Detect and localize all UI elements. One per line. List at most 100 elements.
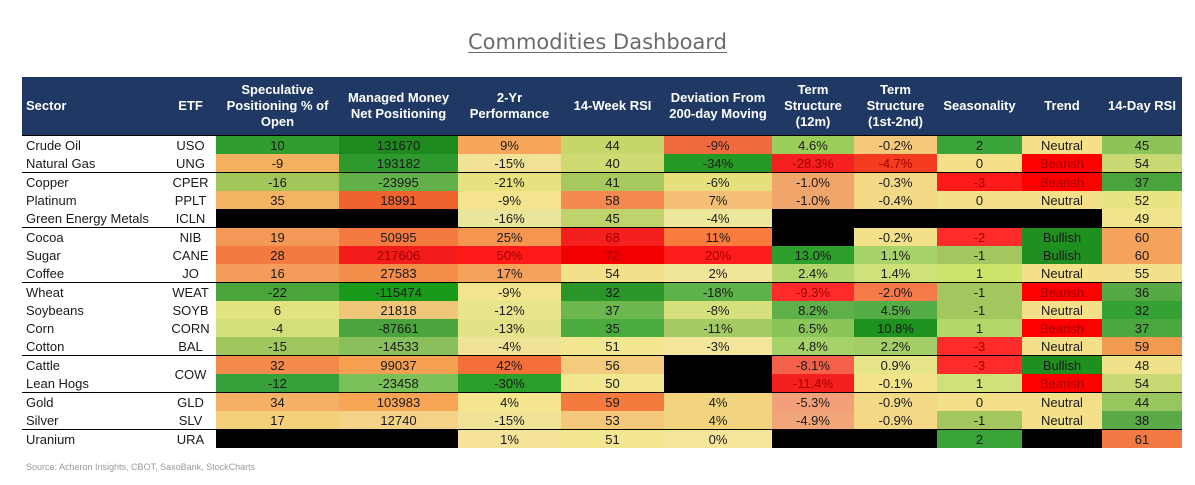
- cell-deviation: -4%: [664, 209, 772, 228]
- cell-2yr-perf: -16%: [458, 209, 561, 228]
- header-trend[interactable]: Trend: [1022, 77, 1102, 136]
- cell-speculative: -9: [216, 154, 339, 173]
- header-deviation-200day[interactable]: Deviation From 200-day Moving: [664, 77, 772, 136]
- cell-deviation: 7%: [664, 191, 772, 209]
- cell-trend: Neutral: [1022, 264, 1102, 283]
- cell-seasonality: 0: [937, 191, 1022, 209]
- table-body: Crude Oil USO 10 131670 9% 44 -9% 4.6% -0.2% 2 Neu…: [22, 135, 1182, 448]
- cell-2yr-perf: 50%: [458, 246, 561, 264]
- header-speculative-positioning[interactable]: Speculative Positioning % of Open: [216, 77, 339, 136]
- cell-14day-rsi: 49: [1102, 209, 1182, 228]
- cell-speculative: [216, 209, 339, 228]
- cell-sector: Green Energy Metals: [22, 209, 165, 228]
- cell-14wk-rsi: 68: [561, 227, 664, 246]
- header-term-structure-1st-2nd[interactable]: Term Structure (1st-2nd): [854, 77, 937, 136]
- header-sector[interactable]: Sector: [22, 77, 165, 136]
- cell-seasonality: -3: [937, 172, 1022, 191]
- table-row: Platinum PPLT 35 18991 -9% 58 7% -1.0% -0.4% 0 Neu…: [22, 191, 1182, 209]
- cell-2yr-perf: 42%: [458, 355, 561, 374]
- cell-term-12m: [772, 429, 854, 448]
- cell-term-1st-2nd: 10.8%: [854, 319, 937, 337]
- header-seasonality[interactable]: Seasonality: [937, 77, 1022, 136]
- cell-trend: Bearish: [1022, 374, 1102, 393]
- cell-deviation: 20%: [664, 246, 772, 264]
- cell-sector: Coffee: [22, 264, 165, 283]
- cell-trend: Neutral: [1022, 392, 1102, 411]
- table-row: Soybeans SOYB 6 21818 -12% 37 -8% 8.2% 4.5% -1 Neu…: [22, 301, 1182, 319]
- cell-2yr-perf: 1%: [458, 429, 561, 448]
- cell-trend: Neutral: [1022, 135, 1102, 154]
- cell-etf: CORN: [165, 319, 216, 337]
- cell-etf: CANE: [165, 246, 216, 264]
- header-managed-money[interactable]: Managed Money Net Positioning: [339, 77, 458, 136]
- cell-managed-money: 99037: [339, 355, 458, 374]
- cell-14day-rsi: 32: [1102, 301, 1182, 319]
- cell-14day-rsi: 59: [1102, 337, 1182, 356]
- cell-term-1st-2nd: -0.4%: [854, 191, 937, 209]
- cell-managed-money: 21818: [339, 301, 458, 319]
- cell-deviation: -9%: [664, 135, 772, 154]
- cell-deviation: 4%: [664, 392, 772, 411]
- cell-term-12m: -28.3%: [772, 154, 854, 173]
- cell-2yr-perf: -30%: [458, 374, 561, 393]
- cell-etf: NIB: [165, 227, 216, 246]
- cell-14day-rsi: 45: [1102, 135, 1182, 154]
- cell-term-1st-2nd: 2.2%: [854, 337, 937, 356]
- cell-seasonality: 1: [937, 264, 1022, 283]
- header-14day-rsi[interactable]: 14-Day RSI: [1102, 77, 1182, 136]
- cell-trend: Bearish: [1022, 172, 1102, 191]
- cell-14wk-rsi: 50: [561, 374, 664, 393]
- cell-term-12m: 13.0%: [772, 246, 854, 264]
- cell-14day-rsi: 54: [1102, 154, 1182, 173]
- cell-seasonality: 2: [937, 429, 1022, 448]
- cell-14wk-rsi: 44: [561, 135, 664, 154]
- header-etf[interactable]: ETF: [165, 77, 216, 136]
- cell-deviation: -6%: [664, 172, 772, 191]
- cell-etf: GLD: [165, 392, 216, 411]
- cell-deviation: -8%: [664, 301, 772, 319]
- cell-speculative: 32: [216, 355, 339, 374]
- table-row: Cotton BAL -15 -14533 -4% 51 -3% 4.8% 2.2% -3 Neut…: [22, 337, 1182, 356]
- cell-trend: Neutral: [1022, 191, 1102, 209]
- cell-term-1st-2nd: -0.9%: [854, 411, 937, 430]
- header-2yr-performance[interactable]: 2-Yr Performance: [458, 77, 561, 136]
- cell-term-1st-2nd: 0.9%: [854, 355, 937, 374]
- cell-2yr-perf: -9%: [458, 282, 561, 301]
- cell-sector: Uranium: [22, 429, 165, 448]
- cell-2yr-perf: 9%: [458, 135, 561, 154]
- table-row: Green Energy Metals ICLN -16% 45 -4% 49: [22, 209, 1182, 228]
- cell-speculative: -12: [216, 374, 339, 393]
- cell-14day-rsi: 60: [1102, 227, 1182, 246]
- cell-14day-rsi: 60: [1102, 246, 1182, 264]
- header-14week-rsi[interactable]: 14-Week RSI: [561, 77, 664, 136]
- cell-speculative: 34: [216, 392, 339, 411]
- cell-speculative: 16: [216, 264, 339, 283]
- cell-term-12m: 6.5%: [772, 319, 854, 337]
- cell-speculative: 17: [216, 411, 339, 430]
- cell-deviation: -34%: [664, 154, 772, 173]
- cell-etf: WEAT: [165, 282, 216, 301]
- cell-14wk-rsi: 45: [561, 209, 664, 228]
- table-row: Copper CPER -16 -23995 -21% 41 -6% -1.0% -0.3% -3…: [22, 172, 1182, 191]
- cell-sector: Soybeans: [22, 301, 165, 319]
- cell-trend: [1022, 429, 1102, 448]
- cell-speculative: -15: [216, 337, 339, 356]
- cell-trend: Neutral: [1022, 337, 1102, 356]
- table-row: Wheat WEAT -22 -115474 -9% 32 -18% -9.3% -2.0% -1…: [22, 282, 1182, 301]
- cell-2yr-perf: 4%: [458, 392, 561, 411]
- table-row: Gold GLD 34 103983 4% 59 4% -5.3% -0.9% 0 Neutral 4…: [22, 392, 1182, 411]
- cell-etf: USO: [165, 135, 216, 154]
- table-row: Coffee JO 16 27583 17% 54 2% 2.4% 1.4% 1 Neutral 55: [22, 264, 1182, 283]
- cell-term-1st-2nd: 1.1%: [854, 246, 937, 264]
- header-term-structure-12m[interactable]: Term Structure (12m): [772, 77, 854, 136]
- cell-deviation: [664, 355, 772, 374]
- cell-etf: JO: [165, 264, 216, 283]
- cell-managed-money: -115474: [339, 282, 458, 301]
- table-row: Silver SLV 17 12740 -15% 53 4% -4.9% -0.9% -1 Neut…: [22, 411, 1182, 430]
- cell-2yr-perf: 17%: [458, 264, 561, 283]
- cell-term-12m: -8.1%: [772, 355, 854, 374]
- cell-trend: Bearish: [1022, 319, 1102, 337]
- cell-seasonality: -1: [937, 411, 1022, 430]
- cell-etf: URA: [165, 429, 216, 448]
- cell-deviation: 4%: [664, 411, 772, 430]
